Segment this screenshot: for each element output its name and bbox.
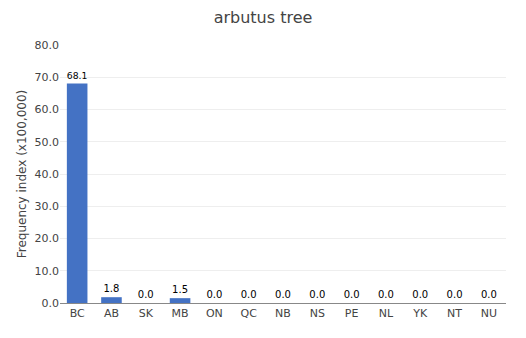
svg-text:0.0: 0.0: [275, 289, 291, 300]
svg-text:YK: YK: [412, 307, 428, 320]
svg-text:0.0: 0.0: [447, 289, 463, 300]
svg-text:68.1: 68.1: [67, 70, 88, 81]
svg-text:0.0: 0.0: [481, 289, 497, 300]
svg-text:1.8: 1.8: [104, 283, 120, 294]
svg-text:AB: AB: [104, 307, 119, 320]
svg-text:0.0: 0.0: [241, 289, 257, 300]
svg-text:BC: BC: [70, 307, 85, 320]
svg-text:arbutus tree: arbutus tree: [214, 8, 313, 27]
svg-text:0.0: 0.0: [344, 289, 360, 300]
svg-text:NU: NU: [481, 307, 497, 320]
svg-text:0.0: 0.0: [138, 289, 154, 300]
svg-text:0.0: 0.0: [309, 289, 325, 300]
svg-text:0.0: 0.0: [42, 297, 60, 310]
svg-text:SK: SK: [139, 307, 154, 320]
svg-text:NL: NL: [379, 307, 394, 320]
svg-text:NB: NB: [275, 307, 291, 320]
svg-text:MB: MB: [172, 307, 189, 320]
svg-text:QC: QC: [241, 307, 258, 320]
svg-text:NS: NS: [310, 307, 325, 320]
svg-text:50.0: 50.0: [35, 136, 60, 149]
svg-text:ON: ON: [206, 307, 223, 320]
svg-text:0.0: 0.0: [378, 289, 394, 300]
svg-text:30.0: 30.0: [35, 200, 60, 213]
svg-text:NT: NT: [447, 307, 462, 320]
svg-text:60.0: 60.0: [35, 103, 60, 116]
svg-text:70.0: 70.0: [35, 71, 60, 84]
svg-text:Frequency index (x100,000): Frequency index (x100,000): [15, 90, 29, 259]
svg-text:0.0: 0.0: [412, 289, 428, 300]
svg-text:80.0: 80.0: [35, 39, 60, 52]
svg-text:PE: PE: [345, 307, 359, 320]
svg-text:40.0: 40.0: [35, 168, 60, 181]
svg-text:1.5: 1.5: [172, 284, 188, 295]
svg-text:20.0: 20.0: [35, 232, 60, 245]
svg-text:10.0: 10.0: [35, 265, 60, 278]
svg-text:0.0: 0.0: [206, 289, 222, 300]
